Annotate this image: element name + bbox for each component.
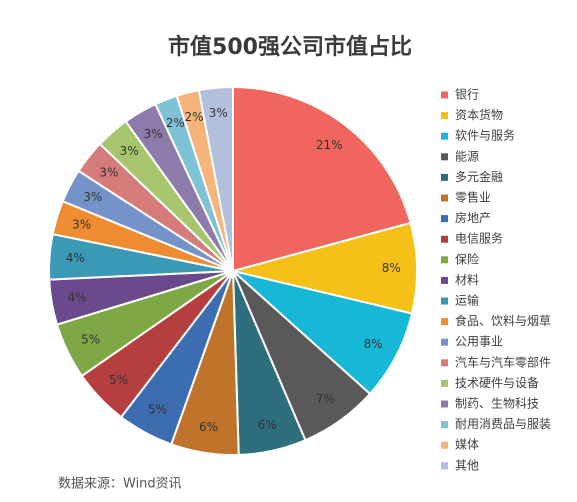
data-label: 3% xyxy=(144,127,163,141)
legend-label: 房地产 xyxy=(455,210,491,225)
legend-label: 食品、饮料与烟草 xyxy=(455,313,551,328)
legend-label: 零售业 xyxy=(455,190,491,205)
legend-label: 技术硬件与设备 xyxy=(455,376,539,390)
chart-title: 市值500强公司市值占比 xyxy=(168,34,412,60)
legend-swatch xyxy=(441,153,448,161)
legend-label: 汽车与汽车零部件 xyxy=(455,354,551,369)
legend-label: 资本货物 xyxy=(455,107,503,122)
legend-swatch xyxy=(441,297,448,305)
legend-swatch xyxy=(441,132,448,140)
legend-swatch xyxy=(441,215,448,223)
legend-swatch xyxy=(441,318,448,326)
legend-swatch xyxy=(441,338,448,346)
legend-label: 媒体 xyxy=(455,438,479,452)
legend-label: 材料 xyxy=(455,273,479,287)
legend-label: 运输 xyxy=(455,293,479,308)
legend-label: 能源 xyxy=(455,149,479,163)
legend-swatch xyxy=(441,359,448,367)
legend-label: 公用事业 xyxy=(455,335,503,349)
data-label: 4% xyxy=(68,290,87,304)
legend-swatch xyxy=(441,379,448,387)
legend-swatch xyxy=(441,256,448,264)
data-label: 5% xyxy=(109,373,128,387)
data-label: 3% xyxy=(72,217,91,231)
data-label: 7% xyxy=(316,392,335,406)
legend-swatch xyxy=(441,91,448,99)
source-note: 数据来源：Wind资讯 xyxy=(58,477,182,492)
legend-label: 保险 xyxy=(455,251,479,266)
data-label: 3% xyxy=(209,106,228,120)
data-label: 8% xyxy=(364,337,383,351)
data-label: 8% xyxy=(382,261,401,275)
legend-label: 耐用消费品与服装 xyxy=(455,417,551,431)
legend-swatch xyxy=(441,235,448,243)
data-label: 3% xyxy=(83,190,102,204)
data-label: 2% xyxy=(185,110,204,124)
legend-swatch xyxy=(441,441,448,449)
data-label: 5% xyxy=(148,403,167,417)
legend-label: 银行 xyxy=(455,88,479,102)
legend-swatch xyxy=(441,194,448,202)
legend-label: 其他 xyxy=(455,458,479,472)
pie-slice xyxy=(197,85,234,272)
legend-swatch xyxy=(441,462,448,470)
legend-label: 制药、生物科技 xyxy=(455,397,539,411)
data-label: 6% xyxy=(258,418,277,432)
legend-label: 多元金融 xyxy=(455,169,503,184)
data-label: 5% xyxy=(81,332,100,346)
data-label: 6% xyxy=(199,420,218,434)
legend-swatch xyxy=(441,112,448,120)
legend-swatch xyxy=(441,173,448,181)
pie-slice xyxy=(232,85,412,273)
data-label: 3% xyxy=(99,165,118,179)
pie-slice xyxy=(232,221,418,315)
legend-swatch xyxy=(441,421,448,429)
data-label: 4% xyxy=(66,251,85,265)
legend-label: 电信服务 xyxy=(455,231,503,246)
data-label: 21% xyxy=(316,138,343,152)
legend-swatch xyxy=(441,400,448,408)
pie-slice xyxy=(232,270,414,396)
data-label: 2% xyxy=(166,116,185,130)
legend-label: 软件与服务 xyxy=(455,128,515,143)
data-label: 3% xyxy=(120,144,139,158)
legend-swatch xyxy=(441,276,448,284)
